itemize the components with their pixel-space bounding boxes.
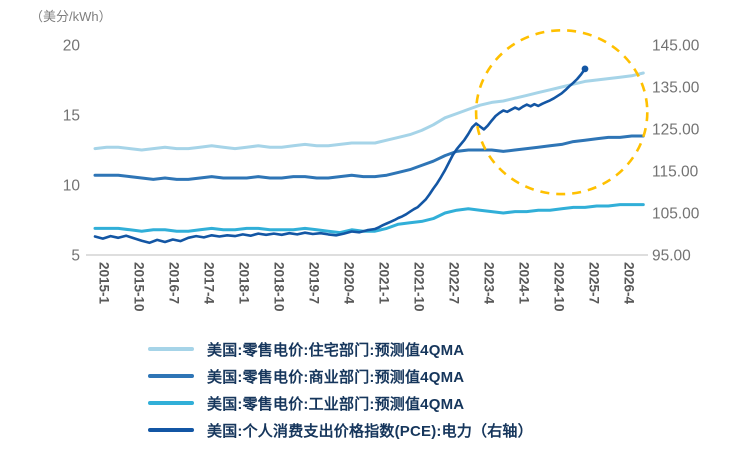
legend-label-commercial: 美国:零售电价:商业部门:预测值4QMA — [207, 368, 465, 386]
right-axis-tick-label: 105.00 — [652, 206, 700, 223]
x-axis-tick-label: 2015-1 — [97, 262, 112, 305]
left-axis-tick-label: 5 — [71, 248, 80, 265]
x-axis-tick-label: 2017-4 — [202, 262, 217, 305]
x-axis-tick-label: 2022-7 — [447, 262, 462, 304]
x-axis-tick-label: 2018-10 — [272, 262, 287, 312]
right-axis-tick-label: 135.00 — [652, 80, 700, 97]
highlight-circle-annotation — [474, 28, 649, 196]
x-axis-tick-label: 2015-10 — [132, 262, 147, 312]
series-line-1 — [93, 134, 645, 181]
series-line-3 — [93, 67, 587, 245]
chart-canvas: 20 15 10 5 145.00 135.00 125.00 115.00 105.00 95.… — [63, 28, 700, 312]
x-axis-tick-label: 2024-1 — [517, 262, 532, 305]
legend-item-commercial: 美国:零售电价:商业部门:预测值4QMA — [148, 367, 747, 386]
x-axis-tick-label: 2026-4 — [622, 262, 637, 305]
left-axis-tick-label: 10 — [63, 178, 81, 195]
legend: 美国:零售电价:住宅部门:预测值4QMA 美国:零售电价:商业部门:预测值4QM… — [148, 340, 747, 440]
legend-item-pce-electricity: 美国:个人消费支出价格指数(PCE):电力（右轴） — [148, 421, 747, 440]
x-axis-tick-label: 2025-7 — [587, 262, 602, 304]
left-axis-tick-label: 15 — [63, 108, 80, 125]
x-axis-tick-label: 2023-4 — [482, 262, 497, 305]
right-axis-tick-label: 95.00 — [652, 248, 691, 265]
right-axis-tick-label: 145.00 — [652, 38, 700, 55]
legend-label-residential: 美国:零售电价:住宅部门:预测值4QMA — [207, 341, 465, 359]
legend-item-industrial: 美国:零售电价:工业部门:预测值4QMA — [148, 394, 747, 413]
x-axis-tick-label: 2021-1 — [377, 262, 392, 305]
legend-swatch-residential — [148, 347, 194, 351]
legend-label-industrial: 美国:零售电价:工业部门:预测值4QMA — [207, 395, 465, 413]
x-axis-tick-label: 2021-10 — [412, 262, 427, 312]
x-axis-tick-label: 2020-4 — [342, 262, 357, 305]
left-axis-tick-label: 20 — [63, 38, 81, 55]
legend-swatch-commercial — [148, 374, 194, 378]
x-axis-tick-label: 2019-7 — [307, 262, 322, 304]
series-line-0 — [93, 71, 645, 152]
legend-swatch-industrial — [148, 401, 194, 405]
x-axis-tick-label: 2024-10 — [552, 262, 567, 312]
legend-item-residential: 美国:零售电价:住宅部门:预测值4QMA — [148, 340, 747, 359]
legend-label-pce-electricity: 美国:个人消费支出价格指数(PCE):电力（右轴） — [207, 422, 533, 440]
x-axis-tick-label: 2018-1 — [237, 262, 252, 305]
x-axis-tick-label: 2016-7 — [167, 262, 182, 304]
series-end-marker — [581, 65, 589, 73]
legend-swatch-pce-electricity — [148, 428, 194, 432]
right-axis-tick-label: 115.00 — [652, 164, 699, 181]
right-axis-tick-label: 125.00 — [652, 122, 700, 139]
series-line-2 — [93, 203, 645, 235]
left-axis-unit-label: （美分/kWh） — [30, 9, 112, 24]
